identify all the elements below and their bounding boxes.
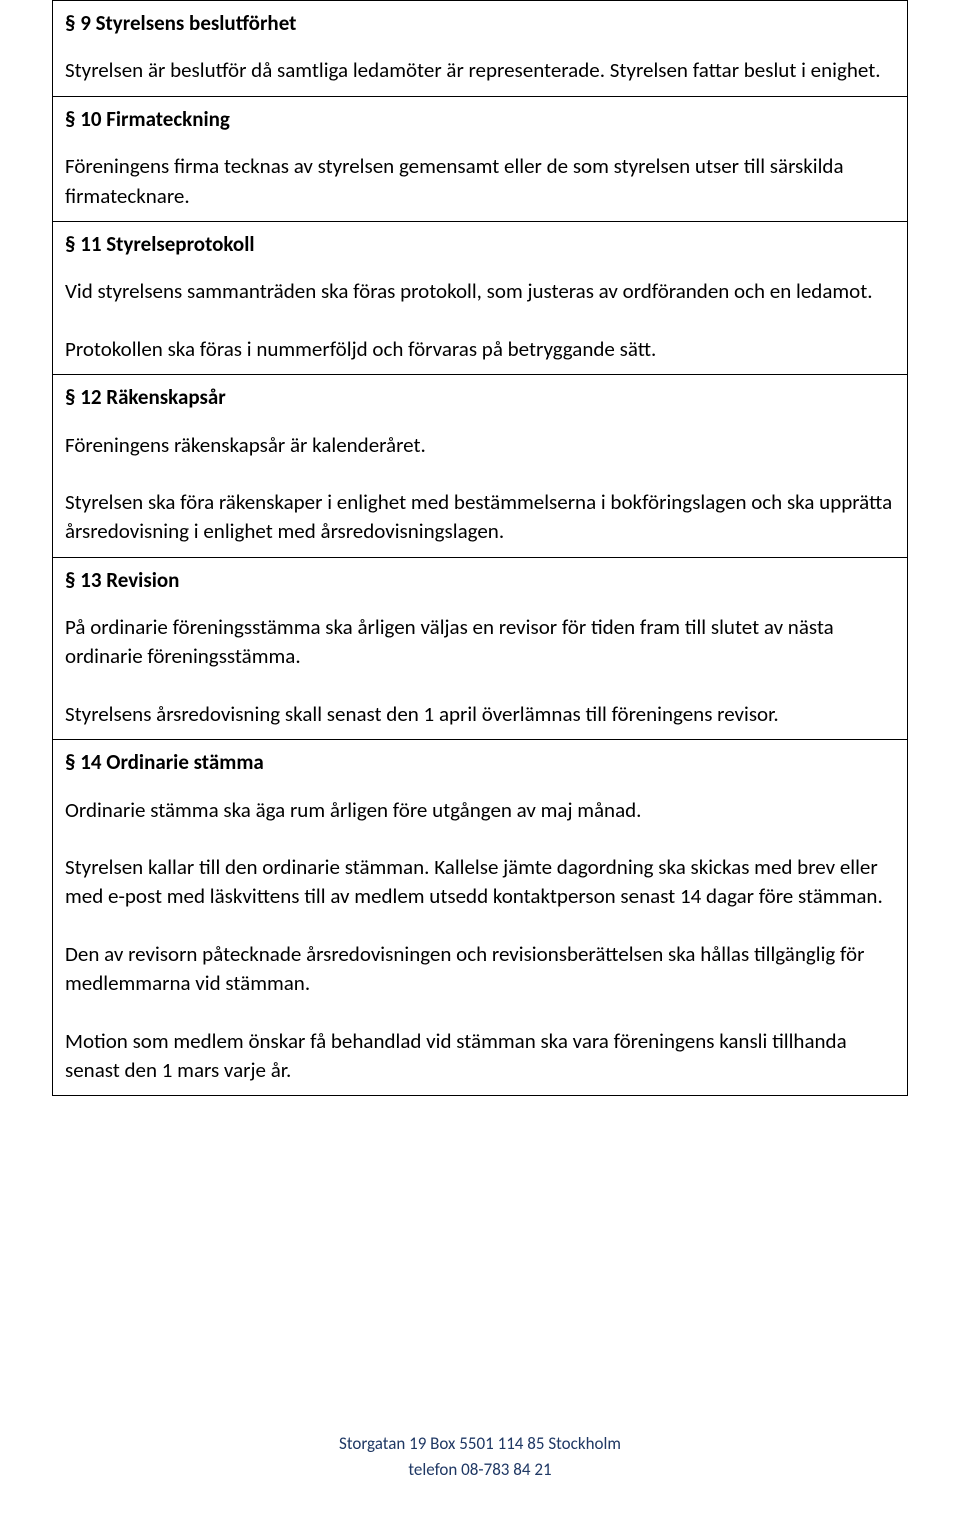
section-paragraph: Styrelsen ska föra räkenskaper i enlighe…: [65, 488, 895, 547]
section-heading: § 11 Styrelseprotokoll: [53, 221, 908, 269]
section-body: På ordinarie föreningsstämma ska årligen…: [53, 605, 908, 740]
sections-tbody: § 9 Styrelsens beslutförhet Styrelsen är …: [53, 1, 908, 1096]
footer-line-1: Storgatan 19 Box 5501 114 85 Stockholm: [0, 1431, 960, 1457]
section-paragraph: Styrelsen kallar till den ordinarie stäm…: [65, 853, 895, 912]
section-paragraph: Föreningens firma tecknas av styrelsen g…: [65, 152, 895, 211]
section-body: Föreningens firma tecknas av styrelsen g…: [53, 144, 908, 221]
section-body: Ordinarie stämma ska äga rum årligen för…: [53, 788, 908, 1096]
section-paragraph: Protokollen ska föras i nummerföljd och …: [65, 335, 895, 364]
section-heading: § 13 Revision: [53, 557, 908, 605]
section-paragraph: På ordinarie föreningsstämma ska årligen…: [65, 613, 895, 672]
document-page: § 9 Styrelsens beslutförhet Styrelsen är …: [0, 0, 960, 1518]
section-paragraph: Motion som medlem önskar få behandlad vi…: [65, 1027, 895, 1086]
section-heading: § 12 Räkenskapsår: [53, 375, 908, 423]
section-paragraph: Vid styrelsens sammanträden ska föras pr…: [65, 277, 895, 306]
footer-line-2: telefon 08-783 84 21: [0, 1457, 960, 1483]
section-heading: § 10 Firmateckning: [53, 96, 908, 144]
section-heading: § 14 Ordinarie stämma: [53, 740, 908, 788]
section-body: Styrelsen är beslutför då samtliga ledam…: [53, 48, 908, 96]
section-paragraph: Föreningens räkenskapsår är kalenderåret…: [65, 431, 895, 460]
section-paragraph: Styrelsens årsredovisning skall senast d…: [65, 700, 895, 729]
section-body: Vid styrelsens sammanträden ska föras pr…: [53, 269, 908, 374]
section-paragraph: Styrelsen är beslutför då samtliga ledam…: [65, 56, 895, 85]
section-heading: § 9 Styrelsens beslutförhet: [53, 1, 908, 49]
section-paragraph: Ordinarie stämma ska äga rum årligen för…: [65, 796, 895, 825]
sections-table: § 9 Styrelsens beslutförhet Styrelsen är …: [52, 0, 908, 1096]
section-body: Föreningens räkenskapsår är kalenderåret…: [53, 423, 908, 558]
section-paragraph: Den av revisorn påtecknade årsredovisnin…: [65, 940, 895, 999]
page-footer: Storgatan 19 Box 5501 114 85 Stockholm t…: [0, 1431, 960, 1482]
